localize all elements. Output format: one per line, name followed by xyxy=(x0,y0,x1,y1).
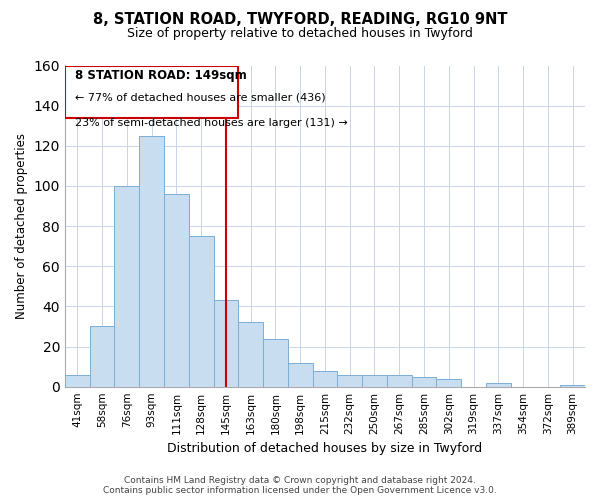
Text: Size of property relative to detached houses in Twyford: Size of property relative to detached ho… xyxy=(127,28,473,40)
Bar xyxy=(238,322,263,386)
Bar xyxy=(362,374,387,386)
Bar xyxy=(313,370,337,386)
Text: 8, STATION ROAD, TWYFORD, READING, RG10 9NT: 8, STATION ROAD, TWYFORD, READING, RG10 … xyxy=(93,12,507,28)
Bar xyxy=(412,376,436,386)
Text: ← 77% of detached houses are smaller (436): ← 77% of detached houses are smaller (43… xyxy=(76,93,326,103)
Bar xyxy=(65,374,89,386)
Bar xyxy=(288,362,313,386)
Bar xyxy=(560,384,585,386)
Y-axis label: Number of detached properties: Number of detached properties xyxy=(15,133,28,319)
Bar xyxy=(214,300,238,386)
Bar xyxy=(387,374,412,386)
X-axis label: Distribution of detached houses by size in Twyford: Distribution of detached houses by size … xyxy=(167,442,482,455)
Bar xyxy=(436,378,461,386)
Text: 8 STATION ROAD: 149sqm: 8 STATION ROAD: 149sqm xyxy=(76,68,247,82)
Bar xyxy=(263,338,288,386)
Bar xyxy=(89,326,115,386)
Bar xyxy=(139,136,164,386)
Bar xyxy=(337,374,362,386)
Text: Contains HM Land Registry data © Crown copyright and database right 2024.
Contai: Contains HM Land Registry data © Crown c… xyxy=(103,476,497,495)
FancyBboxPatch shape xyxy=(65,66,238,118)
Text: 23% of semi-detached houses are larger (131) →: 23% of semi-detached houses are larger (… xyxy=(76,118,348,128)
Bar xyxy=(115,186,139,386)
Bar xyxy=(164,194,189,386)
Bar xyxy=(486,382,511,386)
Bar xyxy=(189,236,214,386)
